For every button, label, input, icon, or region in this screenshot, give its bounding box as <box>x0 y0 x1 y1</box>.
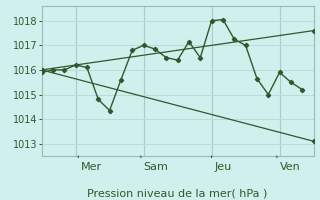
Text: Sam: Sam <box>144 162 168 172</box>
Text: Mer: Mer <box>81 162 102 172</box>
Text: Pression niveau de la mer( hPa ): Pression niveau de la mer( hPa ) <box>87 189 268 199</box>
Text: Ven: Ven <box>280 162 300 172</box>
Text: Jeu: Jeu <box>214 162 232 172</box>
